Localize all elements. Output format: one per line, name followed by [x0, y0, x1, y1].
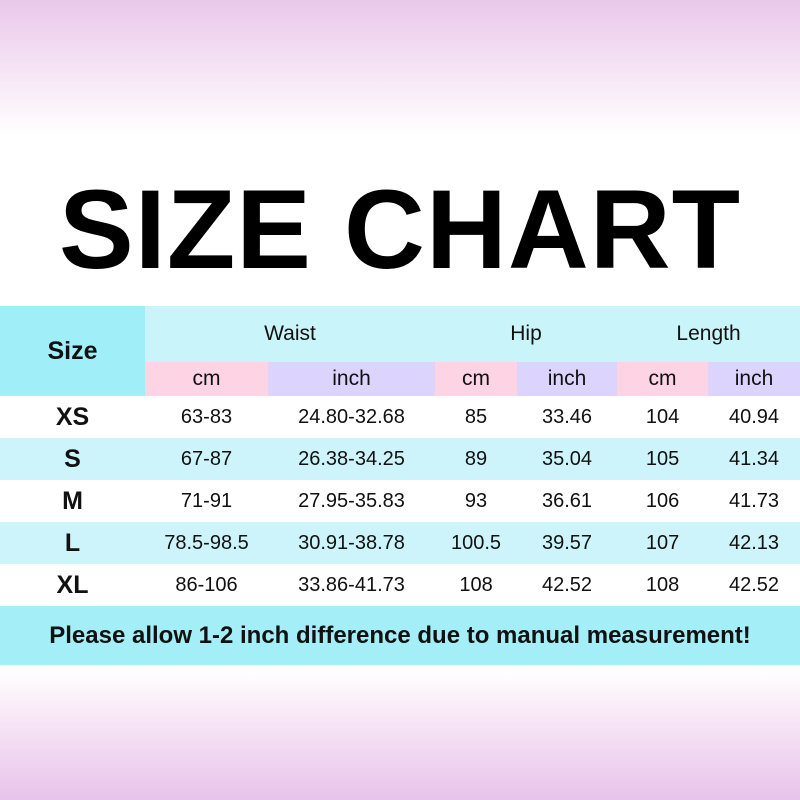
table-cell: 67-87 — [145, 438, 268, 480]
page-title: SIZE CHART — [59, 167, 741, 292]
table-cell: 105 — [617, 438, 709, 480]
table-row: XL 86-106 33.86-41.73 108 42.52 108 42.52 — [0, 564, 800, 606]
table-cell: 27.95-35.83 — [298, 489, 405, 512]
measurement-note: Please allow 1-2 inch difference due to … — [0, 606, 800, 665]
table-cell: 41.73 — [729, 489, 780, 512]
table-cell: 39.57 — [517, 522, 618, 564]
unit-header: cm — [145, 362, 268, 396]
table-cell: 33.86-41.73 — [298, 573, 405, 596]
size-label: M — [62, 486, 83, 515]
table-row: S 67-87 26.38-34.25 89 35.04 105 41.34 — [0, 438, 800, 480]
table-row: L 78.5-98.5 30.91-38.78 100.5 39.57 107 42.13 — [0, 522, 800, 564]
table-row: XS 63-83 24.80-32.68 85 33.46 104 40.94 — [0, 396, 800, 438]
unit-header: cm — [617, 362, 709, 396]
unit-header: inch — [268, 362, 436, 396]
table-cell: 36.61 — [541, 489, 593, 512]
size-label: XS — [55, 402, 90, 431]
table-cell: 104 — [645, 405, 680, 428]
table-cell: 24.80-32.68 — [298, 405, 405, 428]
unit-header: cm — [435, 362, 518, 396]
table-cell: 89 — [435, 438, 518, 480]
table-cell: 108 — [645, 573, 680, 596]
unit-header: inch — [517, 362, 618, 396]
table-cell: 42.13 — [708, 522, 800, 564]
table-cell: 86-106 — [175, 573, 238, 596]
table-cell: 33.46 — [541, 405, 593, 428]
table-row: M 71-91 27.95-35.83 93 36.61 106 41.73 — [0, 480, 800, 522]
size-table: Size Waist Hip Length cm inch cm inch cm… — [0, 306, 800, 665]
table-cell: 93 — [464, 489, 488, 512]
table-cell: 40.94 — [729, 405, 780, 428]
waist-header: Waist — [145, 306, 436, 362]
table-cell: 107 — [617, 522, 709, 564]
table-cell: 85 — [464, 405, 488, 428]
table-cell: 108 — [459, 573, 493, 596]
size-label: S — [0, 438, 145, 480]
size-label: XL — [56, 570, 89, 599]
table-cell: 71-91 — [180, 489, 233, 512]
size-header: Size — [0, 306, 145, 396]
table-cell: 106 — [645, 489, 680, 512]
table-cell: 100.5 — [435, 522, 518, 564]
table-cell: 42.52 — [541, 573, 593, 596]
table-cell: 26.38-34.25 — [268, 438, 436, 480]
table-cell: 78.5-98.5 — [145, 522, 268, 564]
size-label: L — [0, 522, 145, 564]
hip-header: Hip — [435, 306, 618, 362]
table-cell: 30.91-38.78 — [268, 522, 436, 564]
unit-header: inch — [708, 362, 800, 396]
table-cell: 63-83 — [180, 405, 233, 428]
table-cell: 42.52 — [729, 573, 780, 596]
table-cell: 41.34 — [708, 438, 800, 480]
length-header: Length — [617, 306, 800, 362]
table-cell: 35.04 — [517, 438, 618, 480]
